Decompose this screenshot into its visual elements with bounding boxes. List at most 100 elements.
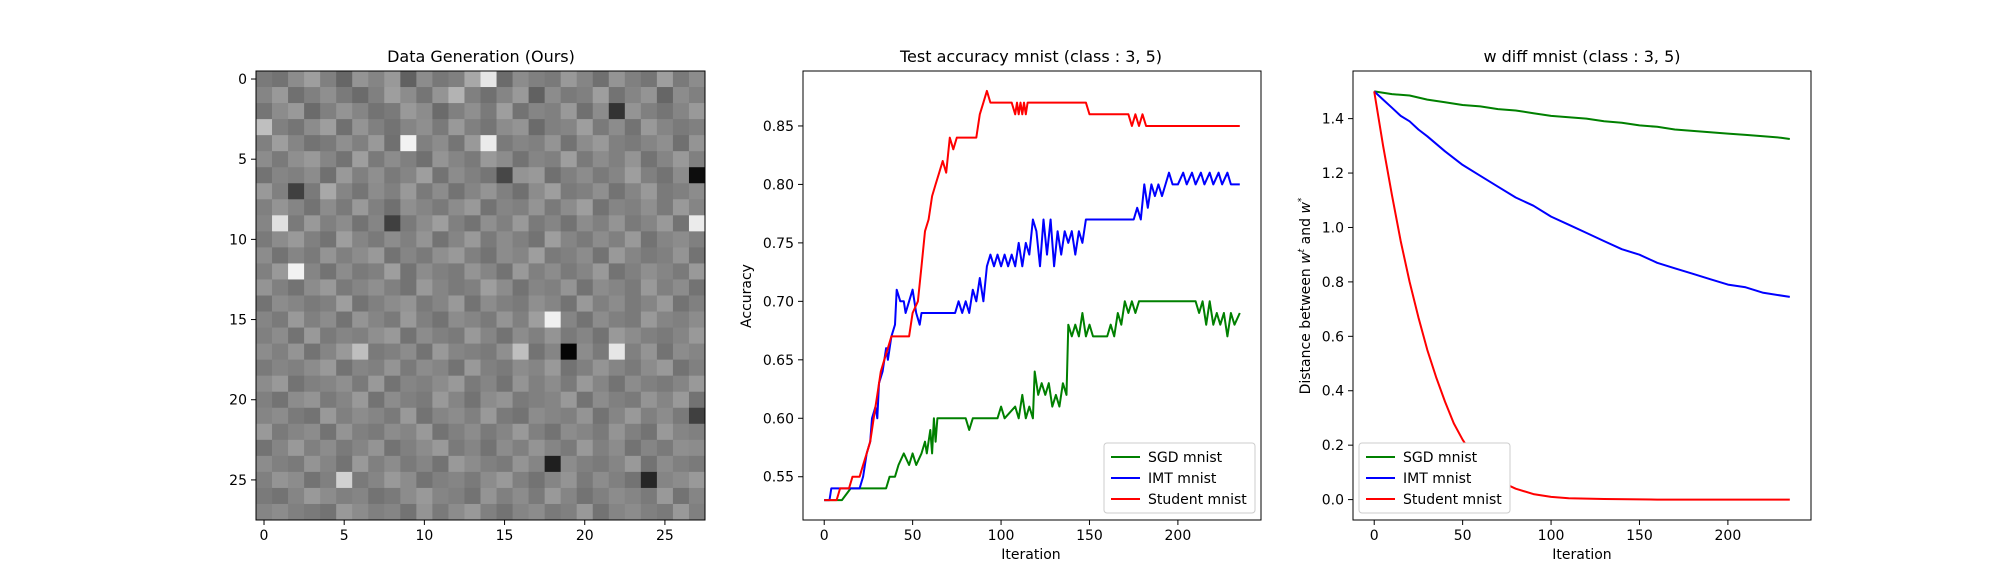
heatmap-cell — [592, 215, 610, 232]
heatmap-cell — [576, 215, 594, 232]
heatmap-ytick-label: 20 — [229, 393, 247, 409]
heatmap-cell — [320, 279, 337, 296]
heatmap-cell — [352, 87, 369, 104]
heatmap-cell — [480, 503, 497, 521]
heatmap-cell — [528, 103, 546, 120]
heatmap-cell — [384, 279, 401, 296]
accuracy-ytick-label: 0.60 — [763, 411, 794, 427]
heatmap-cell — [272, 503, 289, 521]
heatmap-cell — [384, 231, 401, 248]
heatmap-cell — [368, 103, 385, 120]
heatmap-cell — [592, 247, 610, 264]
heatmap-cell — [368, 375, 385, 393]
wdiff-ytick-label: 0.2 — [1322, 438, 1344, 454]
heatmap-cell — [496, 71, 513, 88]
heatmap-cell — [304, 311, 321, 328]
accuracy-panel: Test accuracy mnist (class : 3, 5) 0 50 10… — [739, 47, 1262, 563]
heatmap-cell — [480, 263, 497, 280]
heatmap-cell — [384, 87, 401, 104]
heatmap-cell — [416, 247, 433, 264]
heatmap-cell — [528, 215, 546, 232]
heatmap-cell — [464, 295, 481, 312]
wdiff-xtick-label: 150 — [1626, 528, 1653, 544]
heatmap-cell — [400, 103, 417, 120]
heatmap-cell — [304, 215, 321, 232]
heatmap-cell — [336, 247, 353, 264]
heatmap-cell — [608, 487, 626, 505]
wdiff-legend-student-label: Student mnist — [1403, 492, 1502, 508]
heatmap-cell — [288, 87, 305, 104]
heatmap-cell — [432, 151, 449, 168]
heatmap-cell — [448, 279, 465, 296]
heatmap-cell — [272, 471, 289, 489]
heatmap-cell — [608, 135, 626, 152]
heatmap-cell — [320, 439, 337, 457]
heatmap-cell — [608, 215, 626, 232]
heatmap-cell — [336, 503, 353, 521]
heatmap-cell — [640, 327, 658, 345]
accuracy-title: Test accuracy mnist (class : 3, 5) — [899, 47, 1162, 66]
heatmap-cell — [592, 407, 610, 425]
heatmap-cell — [528, 503, 546, 521]
heatmap-cell — [384, 247, 401, 264]
heatmap-cell — [368, 311, 385, 328]
heatmap-cell — [352, 295, 369, 312]
wdiff-xtick-label: 50 — [1454, 528, 1472, 544]
heatmap-cell — [640, 295, 658, 312]
heatmap-cell — [576, 375, 594, 393]
heatmap-cell — [496, 439, 513, 457]
heatmap-cell — [672, 215, 690, 232]
heatmap-cell — [320, 359, 337, 377]
heatmap-cell — [352, 263, 369, 280]
wdiff-ticks: 0 50 100 150 200 0.0 0.2 0.4 0.6 0.8 1.0 1.2 1.4 — [1322, 112, 1742, 544]
heatmap-cell — [576, 263, 594, 280]
heatmap-cell — [672, 487, 690, 505]
heatmap-cell — [256, 231, 273, 248]
heatmap-cell — [448, 119, 465, 136]
heatmap-cell — [528, 135, 546, 152]
heatmap-cell — [432, 119, 449, 136]
heatmap-cell — [512, 423, 530, 441]
heatmap-cell — [336, 87, 353, 104]
heatmap-cell — [320, 263, 337, 280]
heatmap-cell — [336, 183, 353, 200]
heatmap-ytick-label: 0 — [238, 72, 247, 88]
heatmap-cell — [576, 71, 594, 88]
heatmap-cell — [384, 71, 401, 88]
heatmap-cell — [576, 327, 594, 345]
heatmap-cell — [304, 471, 321, 489]
heatmap-cell — [576, 471, 594, 489]
heatmap-cell — [368, 71, 385, 88]
heatmap-cell — [544, 71, 562, 88]
heatmap-cell — [560, 135, 578, 152]
heatmap-cell — [560, 375, 578, 393]
heatmap-cell — [496, 87, 513, 104]
heatmap-cell — [448, 199, 465, 216]
heatmap-cell — [368, 423, 385, 441]
heatmap-cell — [624, 135, 642, 152]
heatmap-cell — [368, 119, 385, 136]
heatmap-cell — [368, 215, 385, 232]
heatmap-cell — [640, 135, 658, 152]
heatmap-cell — [544, 183, 562, 200]
heatmap-cell — [272, 215, 289, 232]
heatmap-cells — [256, 71, 706, 521]
heatmap-cell — [400, 359, 417, 377]
heatmap-cell — [256, 279, 273, 296]
heatmap-cell — [688, 391, 706, 409]
heatmap-cell — [448, 455, 465, 473]
heatmap-cell — [288, 343, 305, 361]
heatmap-cell — [512, 327, 530, 345]
heatmap-cell — [656, 439, 674, 457]
heatmap-cell — [576, 135, 594, 152]
heatmap-cell — [272, 487, 289, 505]
heatmap-cell — [464, 151, 481, 168]
heatmap-cell — [400, 183, 417, 200]
wdiff-xtick-label: 100 — [1538, 528, 1565, 544]
heatmap-cell — [544, 167, 562, 184]
heatmap-cell — [592, 279, 610, 296]
accuracy-ytick-label: 0.85 — [763, 119, 794, 135]
heatmap-title: Data Generation (Ours) — [387, 47, 575, 66]
heatmap-cell — [608, 455, 626, 473]
heatmap-ytick-label: 5 — [238, 152, 247, 168]
